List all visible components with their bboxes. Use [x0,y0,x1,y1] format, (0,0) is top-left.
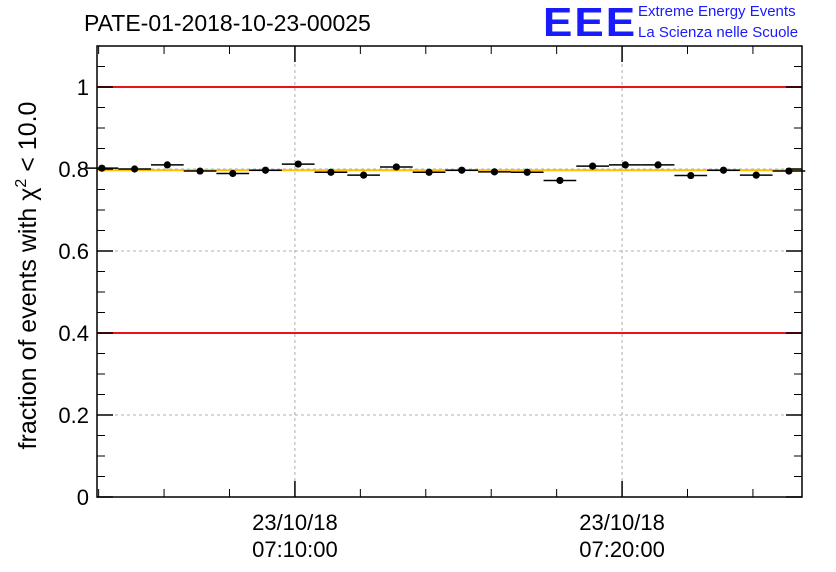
y-axis-label: fraction of events with χ2 < 10.0 [13,102,42,450]
x-tick-label-date: 23/10/18 [252,510,338,535]
y-tick-label: 0.2 [58,403,89,428]
y-tick-label: 0.8 [58,157,89,182]
data-point [163,161,171,169]
data-point [458,166,466,174]
data-point [719,166,728,174]
data-point [196,167,204,175]
y-tick-label: 0.4 [58,321,89,346]
grid-lines [97,46,802,497]
chart-title: PATE-01-2018-10-23-00025 [84,10,371,36]
data-point [589,162,597,170]
data-point [425,168,433,176]
data-point [621,161,629,169]
data-point [556,176,564,185]
data-point [654,161,662,169]
data-point [229,169,237,178]
y-axis-label-superscript: 2 [13,179,30,188]
data-point [752,171,760,179]
y-tick-label: 0 [77,485,89,510]
data-point [98,164,106,172]
y-axis-label-symbol: χ [14,188,42,201]
x-tick-label-date: 23/10/18 [579,510,665,535]
data-point [490,168,499,176]
eee-logo-icon: EEE [543,0,638,46]
x-tick-label-time: 07:20:00 [579,537,665,562]
tick-labels: 00.20.40.60.8123/10/1807:10:0023/10/1807… [58,75,664,562]
y-tick-label: 0.6 [58,239,89,264]
x-tick-label-time: 07:10:00 [252,537,338,562]
data-point [687,171,695,180]
data-point [327,168,335,176]
data-point [360,171,368,179]
reference-lines [97,86,802,334]
data-point [294,160,302,168]
y-axis-label-text: fraction of events with [14,201,42,450]
data-points [85,160,806,185]
logo-text-line1: Extreme Energy Events [638,3,796,20]
data-point [131,165,139,173]
y-tick-label: 1 [77,75,89,100]
axis-ticks [97,46,802,498]
data-point [261,166,270,174]
data-point [392,163,400,171]
logo-text-line2: La Scienza nelle Scuole [638,24,799,41]
y-axis-label-condition: < 10.0 [14,102,42,179]
plot-frame [96,45,803,498]
data-point [523,168,531,176]
